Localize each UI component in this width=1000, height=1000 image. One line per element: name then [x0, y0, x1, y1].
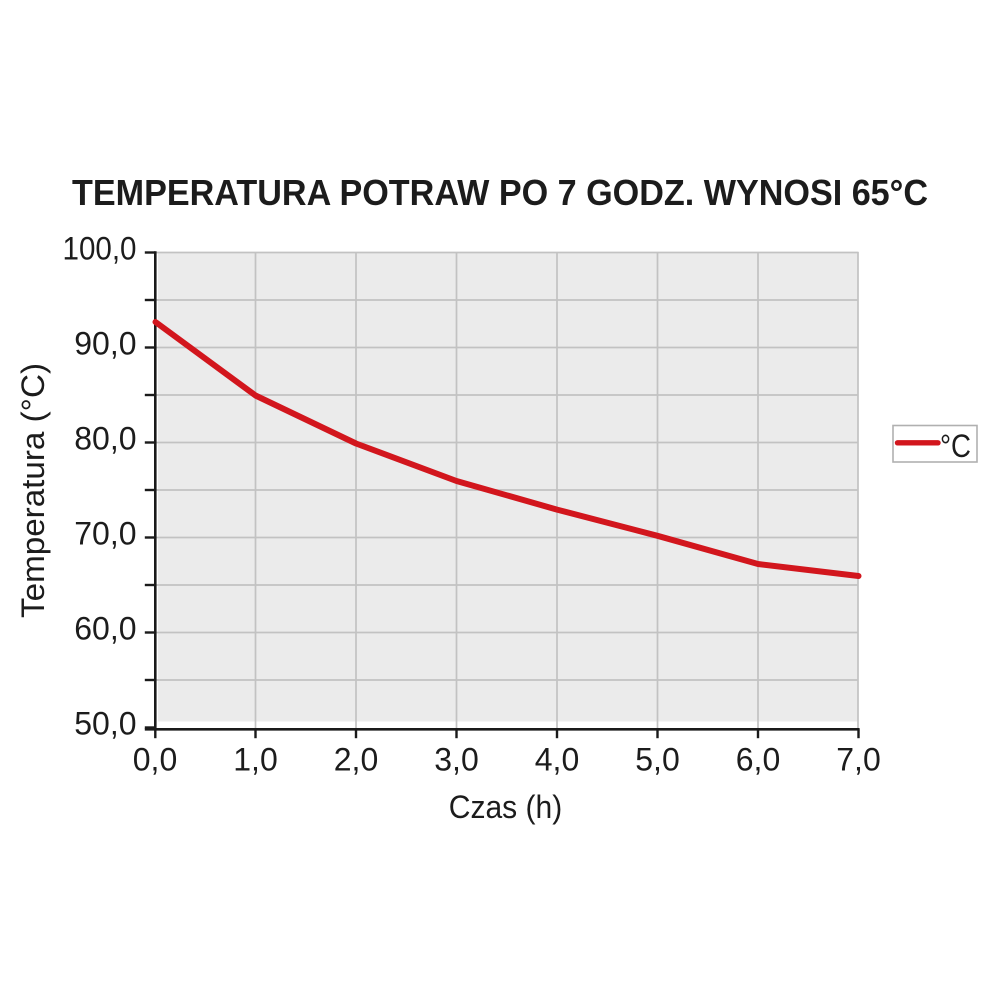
- svg-text:°C: °C: [940, 428, 971, 464]
- svg-text:4,0: 4,0: [535, 742, 579, 778]
- svg-text:TEMPERATURA POTRAW PO 7 GODZ.: TEMPERATURA POTRAW PO 7 GODZ. WYNOSI 65°…: [72, 172, 928, 213]
- svg-text:60,0: 60,0: [74, 610, 136, 646]
- svg-text:3,0: 3,0: [434, 742, 478, 778]
- svg-text:70,0: 70,0: [74, 515, 136, 551]
- svg-text:5,0: 5,0: [635, 742, 679, 778]
- svg-text:2,0: 2,0: [334, 742, 378, 778]
- svg-text:7,0: 7,0: [836, 742, 880, 778]
- svg-text:50,0: 50,0: [74, 705, 136, 741]
- svg-text:80,0: 80,0: [74, 420, 136, 456]
- svg-text:100,0: 100,0: [63, 230, 137, 266]
- svg-text:Czas (h): Czas (h): [449, 789, 563, 825]
- svg-text:1,0: 1,0: [233, 742, 277, 778]
- svg-text:Temperatura (°C): Temperatura (°C): [15, 363, 51, 618]
- svg-text:90,0: 90,0: [74, 325, 136, 361]
- svg-text:6,0: 6,0: [736, 742, 780, 778]
- svg-text:0,0: 0,0: [133, 742, 177, 778]
